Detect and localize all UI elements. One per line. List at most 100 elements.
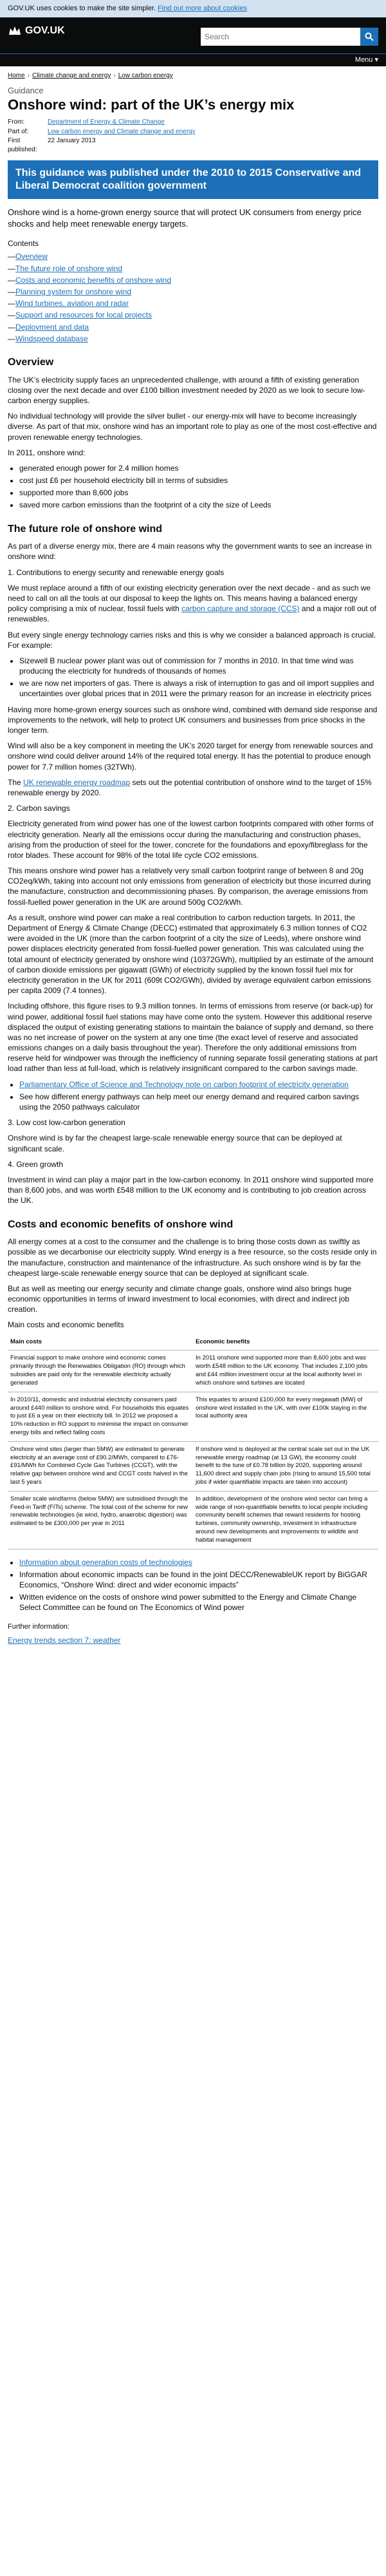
future-role-heading: The future role of onshore wind <box>8 523 162 535</box>
future-paragraph: Investment in wind can play a major part… <box>8 1175 374 1206</box>
contents-item: Planning system for onshore wind <box>8 287 378 297</box>
future-paragraph: Wind will also be a key component in mee… <box>8 741 373 772</box>
future-paragraph: Electricity generated from wind power ha… <box>8 819 374 860</box>
search-input[interactable] <box>201 27 360 46</box>
overview-heading: Overview <box>8 356 54 368</box>
table-cell: Smaller scale windfarms (below 5MW) are … <box>8 1491 193 1549</box>
overview-paragraph: In 2011, onshore wind: <box>8 448 86 457</box>
contents-item: Windspeed database <box>8 334 378 344</box>
table-header-row: Main costs Economic benefits <box>8 1334 378 1351</box>
contents-item: Support and resources for local projects <box>8 310 378 320</box>
menu-toggle[interactable]: Menu ▾ <box>354 55 378 64</box>
future-paragraph: Including offshore, this figure rises to… <box>8 1001 378 1074</box>
govuk-logo-link[interactable]: GOV.UK <box>8 24 65 38</box>
future-paragraph: As a result, onshore wind power can make… <box>8 913 374 996</box>
post-note-link[interactable]: Parliamentary Office of Science and Tech… <box>19 1079 349 1089</box>
list-item: See how different energy pathways can he… <box>19 1092 378 1112</box>
main-content: Guidance Onshore wind: part of the UK’s … <box>0 85 386 1774</box>
overview-paragraph: No individual technology will provide th… <box>8 412 377 442</box>
table-cell: Onshore wind sites (larger than 5MW) are… <box>8 1441 193 1492</box>
table-row: In 2010/11, domestic and industrial elec… <box>8 1392 378 1442</box>
contents-item: Costs and economic benefits of onshore w… <box>8 275 378 285</box>
future-paragraph: The UK renewable energy roadmap sets out… <box>8 777 378 798</box>
crown-icon <box>9 26 21 35</box>
cookie-banner: GOV.UK uses cookies to make the site sim… <box>0 0 386 17</box>
future-paragraph: We must replace around a fifth of our ex… <box>8 583 378 625</box>
table-row: Financial support to make onshore wind e… <box>8 1350 378 1392</box>
breadcrumb-low-carbon[interactable]: Low carbon energy <box>118 71 173 79</box>
future-paragraph: As part of a diverse energy mix, there a… <box>8 542 372 562</box>
chevron-right-icon: › <box>113 71 116 79</box>
future-paragraph: This means onshore wind power has a rela… <box>8 866 371 907</box>
table-header: Main costs <box>8 1334 193 1351</box>
breadcrumb-climate-change[interactable]: Climate change and energy <box>32 71 111 79</box>
contents-item: The future role of onshore wind <box>8 263 378 274</box>
list-item: we are now net importers of gas. There i… <box>19 678 378 699</box>
subsection-title: 3. Low cost low-carbon generation <box>8 1118 125 1128</box>
text-segment: sets out the potential contribution of o… <box>8 777 372 797</box>
meta-from-link[interactable]: Department of Energy & Climate Change <box>48 118 165 126</box>
text-segment: We must replace around a fifth of our ex… <box>8 583 371 614</box>
future-paragraph: But every single energy technology carri… <box>8 630 376 650</box>
subsection-title: 2. Carbon savings <box>8 804 70 813</box>
list-item: saved more carbon emissions than the foo… <box>19 500 378 510</box>
list-item: cost just £6 per household electricity b… <box>19 475 378 486</box>
table-header: Economic benefits <box>193 1334 378 1351</box>
meta-from-label: From: <box>8 118 25 126</box>
future-paragraph: Having more home-grown energy sources su… <box>8 705 378 735</box>
contents-link-aviation[interactable]: Wind turbines, aviation and radar <box>15 299 129 308</box>
table-cell: Financial support to make onshore wind e… <box>8 1350 193 1392</box>
table-cell: In 2011 onshore wind supported more than… <box>193 1350 378 1392</box>
overview-bullets: generated enough power for 2.4 million h… <box>8 463 378 511</box>
contents-link-overview[interactable]: Overview <box>15 252 48 261</box>
subsection-title: 4. Green growth <box>8 1159 64 1169</box>
text-segment: The <box>8 777 21 787</box>
cookie-info-link[interactable]: Find out more about cookies <box>158 5 247 12</box>
breadcrumb-home[interactable]: Home <box>8 71 25 79</box>
page-intro: Onshore wind is a home-grown energy sour… <box>8 207 362 229</box>
costs-info-bullets: Information about generation costs of te… <box>8 1557 378 1613</box>
contents-item: Deployment and data <box>8 322 378 332</box>
overview-paragraph: The UK’s electricity supply faces an unp… <box>8 375 365 405</box>
renewable-roadmap-link[interactable]: UK renewable energy roadmap <box>23 777 131 787</box>
contents-link-deployment[interactable]: Deployment and data <box>15 322 89 332</box>
breadcrumb: Home › Climate change and energy › Low carbo… <box>0 66 386 86</box>
contents-link-windspeed[interactable]: Windspeed database <box>15 334 88 343</box>
energy-trends-link[interactable]: Energy trends section 7: weather <box>8 1636 121 1645</box>
list-item: Written evidence on the costs of onshore… <box>19 1592 378 1613</box>
table-row: Smaller scale windfarms (below 5MW) are … <box>8 1491 378 1549</box>
list-item: Information about economic impacts can b… <box>19 1569 378 1590</box>
contents-link-planning[interactable]: Planning system for onshore wind <box>15 287 132 297</box>
contents-title: Contents <box>8 239 39 249</box>
history-notice: This guidance was published under the 20… <box>8 160 378 200</box>
table-cell: This equates to around £100,000 for ever… <box>193 1392 378 1442</box>
energy-risk-bullets: Sizewell B nuclear power plant was out o… <box>8 656 378 699</box>
contents-link-support[interactable]: Support and resources for local projects <box>15 310 152 320</box>
meta-part-link[interactable]: Low carbon energy and Climate change and… <box>48 128 196 135</box>
search-button[interactable] <box>360 27 378 46</box>
costs-paragraph: But as well as meeting our energy securi… <box>8 1283 352 1314</box>
carbon-links-bullets: Parliamentary Office of Science and Tech… <box>8 1079 378 1113</box>
future-paragraph: Onshore wind is by far the cheapest larg… <box>8 1133 342 1153</box>
contents-link-costs[interactable]: Costs and economic benefits of onshore w… <box>15 275 172 285</box>
page-bottom-space <box>8 1646 378 1775</box>
contents-list: Overview The future role of onshore wind… <box>8 251 378 344</box>
menu-bar: Menu ▾ <box>0 53 386 66</box>
table-cell: In 2010/11, domestic and industrial elec… <box>8 1392 193 1442</box>
table-row: Onshore wind sites (larger than 5MW) are… <box>8 1441 378 1492</box>
meta-published-label: First published: <box>8 137 37 153</box>
costs-table-title: Main costs and economic benefits <box>8 1320 124 1330</box>
list-item: Parliamentary Office of Science and Tech… <box>19 1079 378 1090</box>
list-item: supported more than 8,600 jobs <box>19 488 378 498</box>
subsection-title: 1. Contributions to energy security and … <box>8 567 225 577</box>
publication-metadata: From: Department of Energy & Climate Cha… <box>8 118 378 154</box>
cookie-banner-text: GOV.UK uses cookies to make the site sim… <box>8 5 156 12</box>
list-item: Sizewell B nuclear power plant was out o… <box>19 656 378 676</box>
ccs-link[interactable]: carbon capture and storage (CCS) <box>181 604 300 614</box>
site-header: GOV.UK <box>0 17 386 53</box>
costs-heading: Costs and economic benefits of onshore w… <box>8 1218 234 1230</box>
meta-part-label: Part of: <box>8 128 29 135</box>
contents-link-future-role[interactable]: The future role of onshore wind <box>15 263 123 273</box>
list-item: generated enough power for 2.4 million h… <box>19 463 378 473</box>
generation-costs-link[interactable]: Information about generation costs of te… <box>19 1557 192 1567</box>
